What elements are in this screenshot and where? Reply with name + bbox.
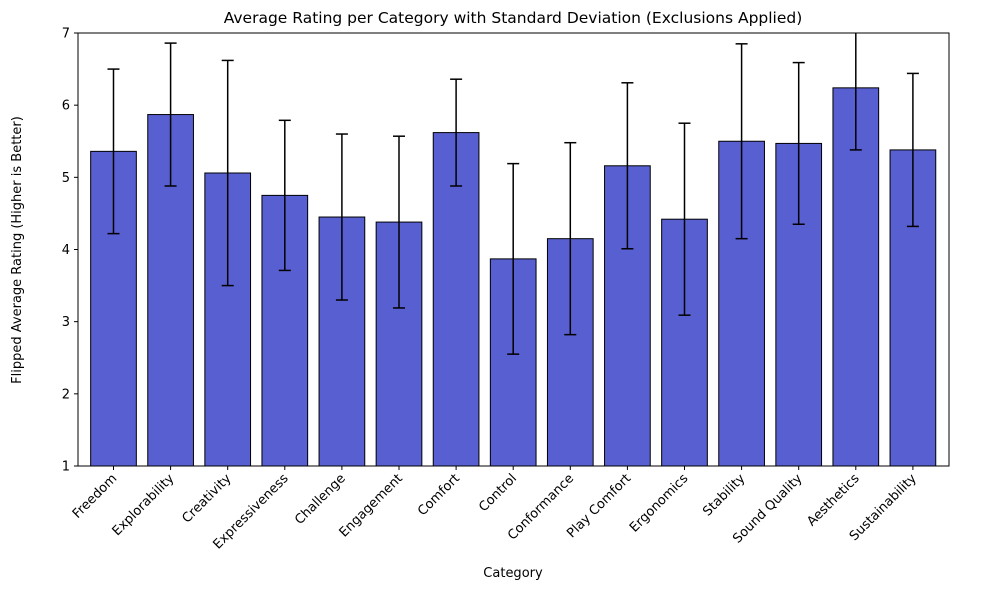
- x-tick-label-creativity: Creativity: [179, 471, 234, 526]
- error-bar-comfort: [450, 78, 463, 187]
- x-tick-label-stability: Stability: [700, 471, 748, 519]
- error-bar-expressiveness: [278, 119, 291, 272]
- error-bar-control: [507, 162, 520, 355]
- error-bar-creativity: [221, 59, 234, 287]
- x-tick-label-aesthetics: Aesthetics: [804, 471, 862, 529]
- error-bar-conformance: [564, 141, 577, 336]
- error-bar-play-comfort: [621, 82, 634, 250]
- error-bar-sustainability: [906, 72, 919, 228]
- y-tick-label: 2: [62, 387, 70, 402]
- error-bar-freedom: [107, 68, 120, 235]
- error-bars-layer: [107, 33, 919, 355]
- chart-title: Average Rating per Category with Standar…: [224, 9, 803, 27]
- y-tick-label: 4: [62, 243, 70, 258]
- y-axis-label: Flipped Average Rating (Higher is Better…: [10, 116, 25, 384]
- x-tick-label-freedom: Freedom: [70, 471, 121, 522]
- x-tick-label-ergonomics: Ergonomics: [627, 471, 691, 535]
- x-tick-label-challenge: Challenge: [292, 471, 349, 528]
- x-tick-label-explorability: Explorability: [110, 471, 178, 539]
- x-tick-label-control: Control: [476, 471, 520, 515]
- y-tick-label: 3: [62, 315, 70, 330]
- x-axis-label: Category: [483, 566, 543, 581]
- y-tick-label: 1: [62, 460, 70, 475]
- y-tick-label: 7: [62, 27, 70, 42]
- error-bar-stability: [735, 43, 748, 240]
- error-bar-challenge: [335, 133, 348, 301]
- error-bar-aesthetics: [849, 33, 862, 151]
- y-tick-label: 6: [62, 99, 70, 114]
- y-tick-label: 5: [62, 171, 70, 186]
- y-axis: 1 2 3 4 5 6 7: [62, 27, 78, 475]
- error-bar-ergonomics: [678, 122, 691, 316]
- error-bar-explorability: [164, 42, 177, 187]
- x-tick-label-comfort: Comfort: [415, 471, 463, 519]
- error-bar-engagement: [393, 135, 405, 309]
- error-bar-sound-quality: [792, 61, 805, 225]
